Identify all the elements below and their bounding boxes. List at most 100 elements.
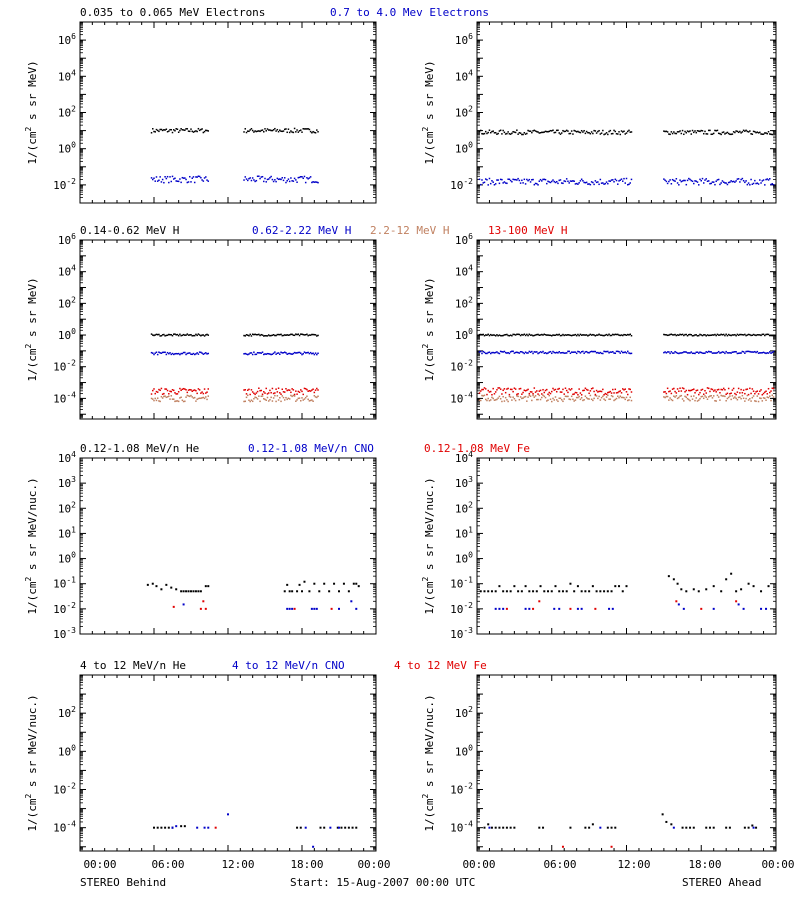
data-point <box>490 590 493 593</box>
data-point <box>175 334 177 336</box>
data-point <box>690 133 693 135</box>
data-point <box>152 334 154 336</box>
data-point <box>772 387 775 390</box>
data-point <box>201 397 203 399</box>
data-point <box>254 333 256 336</box>
data-point <box>553 180 555 183</box>
data-point <box>523 333 526 336</box>
data-point <box>747 333 750 336</box>
data-point <box>719 399 721 401</box>
data-point <box>562 182 564 185</box>
data-point <box>730 352 732 354</box>
data-point <box>169 176 171 178</box>
data-point <box>766 132 769 135</box>
data-point <box>568 398 570 400</box>
data-point <box>583 389 585 392</box>
data-point <box>537 131 539 133</box>
data-point <box>517 393 519 395</box>
data-point <box>551 335 553 337</box>
data-point <box>716 129 719 132</box>
data-point <box>309 176 312 178</box>
data-point <box>177 334 180 337</box>
data-point <box>720 351 722 354</box>
data-point <box>539 178 542 181</box>
data-point <box>744 352 746 354</box>
data-point <box>291 607 294 610</box>
data-point <box>182 333 185 336</box>
data-point <box>590 181 593 183</box>
data-point <box>276 391 279 393</box>
data-point <box>198 129 201 132</box>
data-point <box>686 397 689 400</box>
data-point <box>150 177 153 179</box>
data-point <box>513 333 516 336</box>
data-point <box>184 129 186 132</box>
data-point <box>736 333 739 336</box>
data-point <box>164 826 167 829</box>
data-point <box>528 607 531 610</box>
data-point <box>752 130 755 133</box>
data-point <box>669 352 671 355</box>
data-point <box>172 353 175 356</box>
data-point <box>182 603 185 606</box>
data-point <box>720 182 722 184</box>
data-point <box>704 130 706 133</box>
data-point <box>185 389 187 391</box>
data-point <box>275 400 277 403</box>
data-point <box>312 400 314 402</box>
data-point <box>600 132 603 134</box>
data-point <box>267 400 270 402</box>
data-point <box>547 131 549 133</box>
data-point <box>593 390 595 393</box>
data-point <box>286 353 288 355</box>
data-point <box>250 399 253 401</box>
data-point <box>181 388 184 391</box>
data-point <box>562 333 564 336</box>
data-point <box>751 396 754 399</box>
data-point <box>207 352 210 355</box>
data-point <box>747 399 750 401</box>
data-point <box>671 388 674 390</box>
data-point <box>182 351 185 354</box>
data-point <box>706 180 709 183</box>
data-point <box>678 184 680 186</box>
data-point <box>719 334 721 336</box>
data-point <box>710 133 712 136</box>
data-point <box>593 183 595 186</box>
data-point <box>244 400 247 403</box>
data-point <box>552 179 554 181</box>
data-point <box>700 389 702 391</box>
data-point <box>274 392 276 394</box>
data-point <box>580 394 583 396</box>
data-point <box>740 352 742 354</box>
data-point <box>163 395 165 398</box>
data-point <box>706 351 709 354</box>
data-point <box>600 396 603 399</box>
data-point <box>580 334 583 336</box>
data-point <box>155 176 158 178</box>
data-point <box>482 182 484 184</box>
data-point <box>665 130 668 133</box>
data-point <box>267 353 270 355</box>
data-point <box>533 387 536 389</box>
data-point <box>572 351 574 354</box>
data-point <box>243 131 245 133</box>
data-point <box>625 177 628 180</box>
data-point <box>513 352 516 354</box>
series-points <box>172 600 333 610</box>
legend-entry: 13-100 MeV H <box>488 224 567 237</box>
data-point <box>613 399 615 402</box>
data-point <box>574 351 577 353</box>
data-point <box>681 387 684 389</box>
data-point <box>736 352 739 355</box>
data-point <box>205 396 207 398</box>
data-point <box>585 130 588 133</box>
data-point <box>630 399 633 402</box>
data-point <box>712 395 715 397</box>
data-point <box>265 387 267 390</box>
data-point <box>570 180 573 182</box>
data-point <box>612 333 614 336</box>
data-point <box>769 351 771 353</box>
data-point <box>316 387 318 390</box>
